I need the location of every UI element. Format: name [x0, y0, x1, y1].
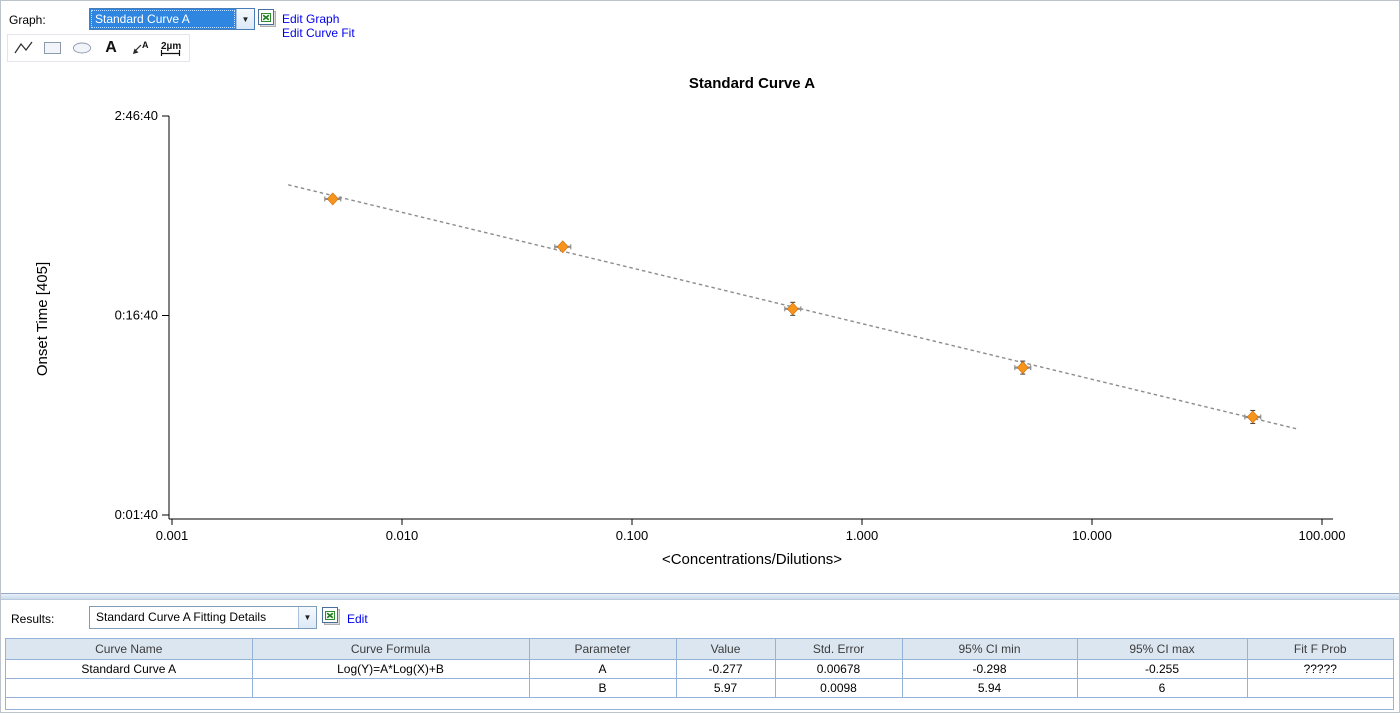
- data-point[interactable]: [1244, 409, 1262, 425]
- text-tool[interactable]: A: [101, 38, 121, 58]
- table-row[interactable]: B 5.97 0.0098 5.94 6: [6, 678, 1393, 698]
- excel-icon-glyph: [322, 607, 340, 625]
- svg-text:A: A: [142, 40, 149, 50]
- table-cell[interactable]: A: [528, 659, 677, 679]
- text-tool-icon: A: [105, 39, 117, 56]
- arrow-text-icon: A: [133, 40, 149, 54]
- excel-export-icon[interactable]: [258, 9, 278, 29]
- data-point[interactable]: [324, 192, 342, 206]
- results-table: Curve Name Curve Formula Parameter Value Std…: [6, 639, 1393, 698]
- x-tick-label: 0.100: [616, 528, 649, 543]
- rectangle-tool[interactable]: [43, 38, 63, 58]
- x-tick-label: 10.000: [1072, 528, 1112, 543]
- graph-selector[interactable]: Standard Curve A ▼: [89, 8, 255, 30]
- table-cell[interactable]: [6, 678, 253, 698]
- annotation-toolbar: A A 2µm: [7, 34, 190, 62]
- table-cell[interactable]: Standard Curve A: [6, 659, 253, 679]
- ellipse-icon: [72, 42, 92, 54]
- column-header: 95% CI min: [901, 639, 1078, 660]
- chart-axes: [162, 115, 1333, 525]
- data-points[interactable]: [324, 192, 1262, 425]
- y-tick-label: 2:46:40: [115, 108, 158, 123]
- table-cell[interactable]: 0.0098: [774, 678, 903, 698]
- column-header: Parameter: [528, 639, 677, 660]
- curve-fit-line[interactable]: [288, 184, 1299, 430]
- column-header: 95% CI max: [1076, 639, 1248, 660]
- polyline-tool[interactable]: [14, 38, 34, 58]
- graph-label: Graph:: [9, 13, 46, 27]
- annotation-arrow-tool[interactable]: A: [130, 38, 150, 58]
- edit-results-link[interactable]: Edit: [347, 612, 368, 626]
- table-cell[interactable]: -0.298: [901, 659, 1078, 679]
- column-header: Fit F Prob: [1246, 639, 1393, 660]
- data-point[interactable]: [1014, 360, 1032, 375]
- y-tick-label: 0:16:40: [115, 308, 158, 323]
- x-tick-label: 0.010: [386, 528, 419, 543]
- polyline-icon: [14, 41, 33, 54]
- table-cell[interactable]: B: [528, 678, 677, 698]
- table-header-row: Curve Name Curve Formula Parameter Value Std…: [6, 639, 1393, 660]
- graph-selector-value: Standard Curve A: [90, 9, 236, 29]
- table-cell[interactable]: -0.255: [1076, 659, 1248, 679]
- results-table-body: Standard Curve A Log(Y)=A*Log(X)+B A -0.277…: [6, 659, 1393, 698]
- x-tick-label: 1.000: [846, 528, 879, 543]
- table-row[interactable]: Standard Curve A Log(Y)=A*Log(X)+B A -0.277…: [6, 659, 1393, 679]
- results-selector[interactable]: Standard Curve A Fitting Details ▼: [89, 606, 317, 629]
- scale-bar-tool[interactable]: 2µm: [159, 38, 183, 58]
- table-cell[interactable]: -0.277: [675, 659, 776, 679]
- edit-curve-fit-link[interactable]: Edit Curve Fit: [282, 26, 355, 40]
- rectangle-icon: [44, 42, 61, 54]
- data-point[interactable]: [784, 301, 802, 316]
- table-cell[interactable]: ?????: [1246, 659, 1393, 679]
- scale-bar-icon: 2µm: [160, 41, 181, 56]
- table-cell[interactable]: Log(Y)=A*Log(X)+B: [251, 659, 530, 679]
- y-tick-label: 0:01:40: [115, 507, 158, 522]
- chevron-down-icon[interactable]: ▼: [236, 9, 254, 29]
- results-label: Results:: [11, 612, 55, 626]
- column-header: Curve Formula: [251, 639, 530, 660]
- table-cell[interactable]: 0.00678: [774, 659, 903, 679]
- table-cell[interactable]: 6: [1076, 678, 1248, 698]
- column-header: Std. Error: [774, 639, 903, 660]
- chart-title: Standard Curve A: [689, 75, 815, 92]
- column-header: Curve Name: [6, 639, 253, 660]
- results-table-wrap: Curve Name Curve Formula Parameter Value Std…: [5, 638, 1394, 710]
- x-tick-label: 0.001: [156, 528, 189, 543]
- y-axis-title: Onset Time [405]: [34, 262, 51, 376]
- excel-icon-glyph: [258, 9, 276, 27]
- x-tick-label: 100.000: [1299, 528, 1346, 543]
- standard-curve-chart[interactable]: Standard Curve A 2:46:40 0:16:40 0:01:40 0.0…: [1, 61, 1399, 591]
- table-cell[interactable]: 5.97: [675, 678, 776, 698]
- ellipse-tool[interactable]: [72, 38, 92, 58]
- table-cell[interactable]: 5.94: [901, 678, 1078, 698]
- x-axis-title: <Concentrations/Dilutions>: [662, 551, 842, 568]
- section-divider[interactable]: [1, 593, 1399, 600]
- edit-graph-link[interactable]: Edit Graph: [282, 12, 340, 26]
- data-point[interactable]: [554, 240, 572, 254]
- svg-text:2µm: 2µm: [161, 41, 181, 52]
- column-header: Value: [675, 639, 776, 660]
- table-cell[interactable]: [251, 678, 530, 698]
- table-cell[interactable]: [1246, 678, 1393, 698]
- results-selector-value: Standard Curve A Fitting Details: [90, 607, 298, 628]
- chevron-down-icon[interactable]: ▼: [298, 607, 316, 628]
- excel-export-icon[interactable]: [322, 607, 342, 627]
